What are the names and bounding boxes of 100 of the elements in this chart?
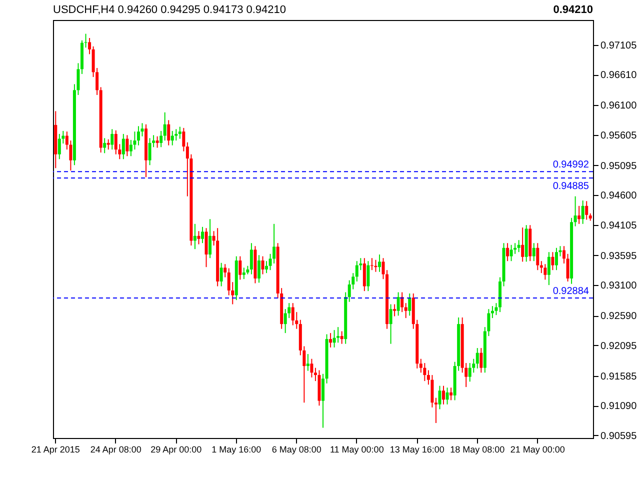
candlestick <box>490 306 494 319</box>
candlestick <box>476 348 479 369</box>
candlestick <box>393 304 396 317</box>
candlestick <box>404 302 408 319</box>
candlestick <box>562 246 566 264</box>
candlestick <box>84 33 88 48</box>
candlestick <box>306 354 310 372</box>
x-tick-label: 6 May 08:00 <box>272 444 322 454</box>
candlestick <box>450 387 453 401</box>
x-tick-label: 1 May 16:00 <box>212 444 262 454</box>
candlestick <box>224 264 227 278</box>
x-tick-label: 24 Apr 08:00 <box>90 444 142 454</box>
candlestick <box>340 330 344 344</box>
candlestick <box>88 37 92 55</box>
candlestick <box>585 200 588 220</box>
y-tick-label: 0.91585 <box>600 371 638 382</box>
x-tick-label: 21 Apr 2015 <box>31 444 80 454</box>
y-tick-label: 0.95605 <box>600 130 638 142</box>
candlestick <box>148 138 152 166</box>
candlestick <box>193 223 196 250</box>
candlestick <box>110 128 114 150</box>
candlestick <box>506 242 510 262</box>
candlestick <box>329 332 332 348</box>
candlestick <box>554 247 558 271</box>
y-tick-label: 0.96610 <box>600 70 638 82</box>
ref-line-label: 0.92884 <box>552 286 590 298</box>
candlestick <box>261 256 264 275</box>
candlestick <box>58 133 61 160</box>
candlestick <box>250 242 253 275</box>
x-tick-label: 21 May 00:00 <box>510 444 565 454</box>
ref-line-label: 0.94885 <box>552 181 590 192</box>
candlestick <box>291 302 294 326</box>
candlestick <box>544 264 547 280</box>
candlestick <box>438 385 442 410</box>
candlestick <box>578 205 581 224</box>
candlestick <box>510 244 513 262</box>
candlestick <box>378 254 381 272</box>
y-tick-label: 0.92590 <box>600 311 638 322</box>
candlestick <box>201 226 204 244</box>
chart-title: USDCHF,H4 0.94260 0.94295 0.94173 0.94210 <box>53 4 286 16</box>
candlestick <box>581 200 584 224</box>
candlestick <box>366 260 370 292</box>
candlestick <box>242 267 246 280</box>
y-tick-label: 0.94600 <box>600 190 638 202</box>
candlestick <box>517 240 520 253</box>
candlestick <box>532 242 536 262</box>
candlestick <box>574 196 577 227</box>
y-tick-label: 0.90595 <box>600 430 638 442</box>
candlestick <box>442 385 445 405</box>
y-tick-label: 0.97105 <box>600 40 638 52</box>
y-tick-label: 0.96100 <box>600 100 638 112</box>
candlestick <box>480 348 483 374</box>
candlestick <box>400 292 404 313</box>
candlestick <box>547 252 550 286</box>
y-tick-label: 0.94105 <box>600 220 638 232</box>
candlestick <box>446 387 449 405</box>
candlestick <box>494 302 498 316</box>
candlestick <box>551 252 554 271</box>
candlestick <box>197 230 200 245</box>
candlestick <box>336 326 340 344</box>
text: 0.94210 <box>553 4 593 16</box>
candlestick <box>160 130 163 148</box>
ref-line-label: 0.94992 <box>552 160 590 171</box>
candlestick <box>122 133 125 160</box>
candlestick <box>182 127 186 152</box>
candlestick <box>536 242 540 271</box>
candlestick <box>257 254 260 284</box>
candlestick <box>238 256 242 280</box>
candlestick <box>208 218 212 259</box>
candlestick <box>310 358 314 378</box>
candlestick <box>178 126 182 140</box>
candlestick <box>408 292 412 316</box>
candlestick <box>566 253 570 282</box>
candlestick <box>156 136 159 148</box>
y-tick-label: 0.92095 <box>600 340 638 352</box>
candlestick <box>521 227 524 262</box>
candlestick <box>136 126 140 146</box>
candlestick <box>332 330 336 348</box>
y-tick-label: 0.93100 <box>600 280 638 292</box>
y-tick-label: 0.93595 <box>600 250 638 262</box>
x-tick-label: 29 Apr 00:00 <box>150 444 202 454</box>
x-tick-label: 18 May 08:00 <box>450 444 505 454</box>
candlestick <box>389 304 392 344</box>
candlestick <box>126 134 129 157</box>
candlestick <box>170 130 174 146</box>
candlestick <box>434 397 438 424</box>
candlestick <box>396 292 400 316</box>
candlestick <box>423 362 426 382</box>
candlestick <box>167 120 170 146</box>
candlestick <box>220 262 223 287</box>
candlestick <box>103 138 106 154</box>
candlestick <box>362 258 366 292</box>
candlestick <box>322 373 324 428</box>
candlestick <box>114 130 118 155</box>
candlestick <box>265 260 268 274</box>
y-tick-label: 0.91090 <box>600 401 638 412</box>
x-tick-label: 13 May 16:00 <box>390 444 444 454</box>
candlestick <box>204 228 208 268</box>
candlestick <box>468 362 472 382</box>
candlestick <box>163 112 166 142</box>
